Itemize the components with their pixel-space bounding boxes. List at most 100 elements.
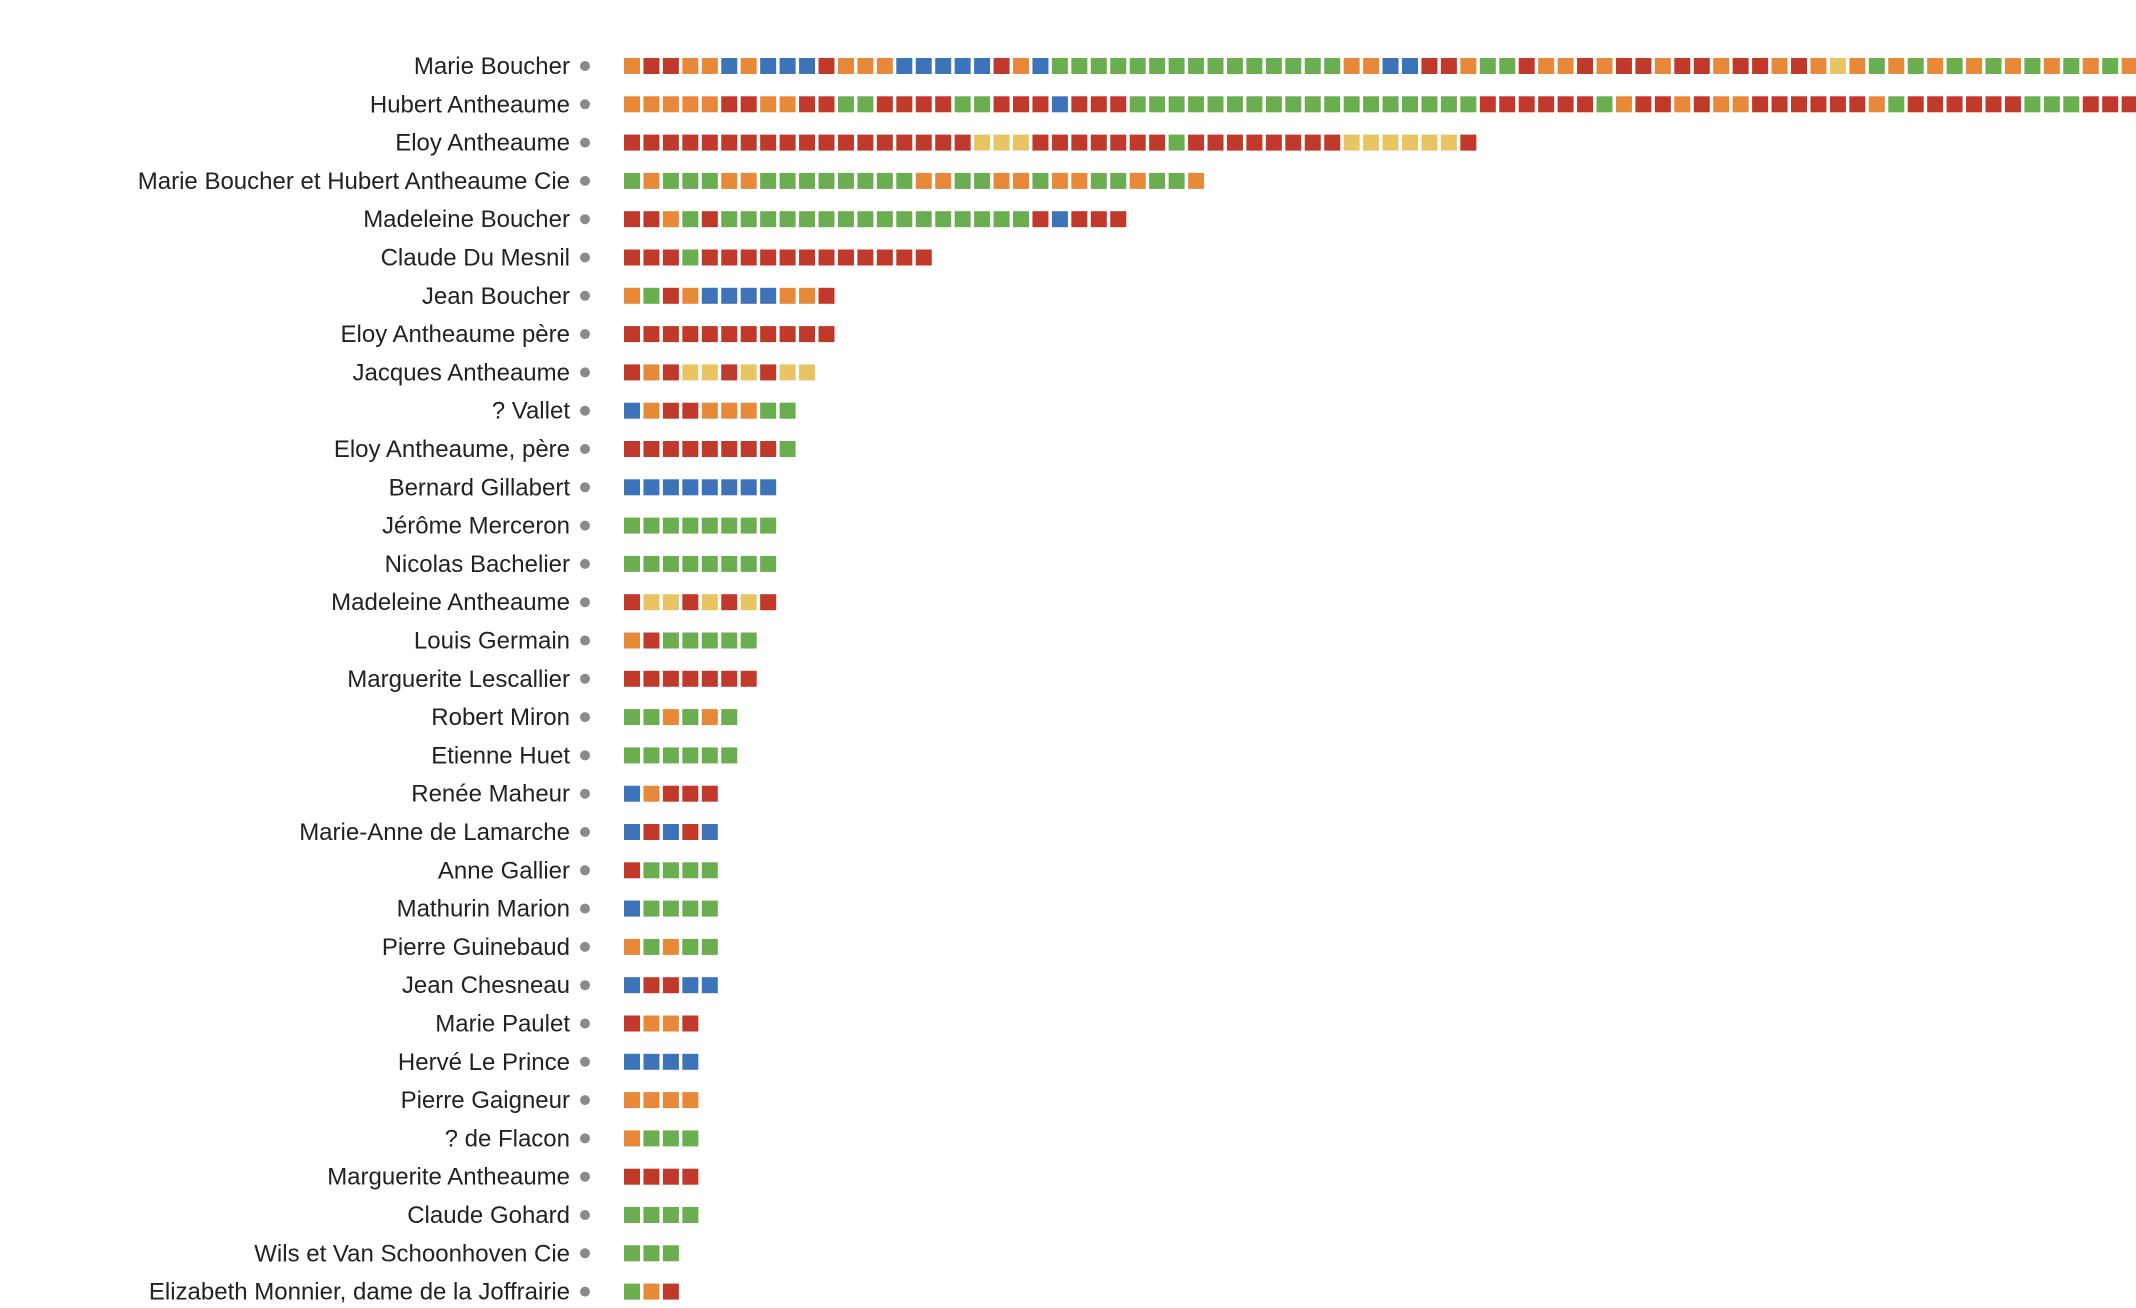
waffle-cell	[818, 172, 835, 189]
waffle-cell	[662, 1092, 679, 1109]
waffle-cell	[974, 211, 991, 228]
waffle-cell	[1868, 96, 1885, 113]
waffle-cell	[1888, 96, 1905, 113]
waffle-cell	[915, 58, 932, 74]
waffle-cell	[799, 211, 816, 228]
waffle-cell	[643, 326, 660, 343]
chart-row: Madeleine Boucher	[363, 206, 1127, 233]
waffle-cell	[1013, 58, 1029, 74]
waffle-cell	[1946, 96, 1963, 113]
waffle-cell	[876, 96, 893, 113]
waffle-cell	[662, 632, 679, 649]
waffle-cell	[779, 134, 796, 151]
waffle-cell	[643, 1015, 660, 1032]
waffle-cell	[682, 326, 699, 343]
waffle-cell	[1149, 134, 1166, 151]
waffle-cell	[682, 96, 699, 113]
waffle-cell	[1110, 134, 1127, 151]
waffle-cell	[721, 211, 738, 228]
waffle-cell	[1110, 211, 1127, 228]
waffle-cell	[643, 862, 660, 879]
waffle-cell	[662, 938, 679, 955]
waffle-cell	[1985, 58, 2002, 74]
waffle-cell	[643, 1130, 660, 1147]
waffle-cell	[818, 96, 835, 113]
waffle-cell	[682, 364, 699, 381]
waffle-cell	[760, 441, 777, 457]
waffle-cell	[662, 670, 679, 687]
waffle-cell	[1110, 96, 1127, 113]
waffle-cell	[760, 594, 777, 611]
waffle-cell	[760, 326, 777, 343]
row-label: Pierre Guinebaud	[382, 934, 570, 961]
waffle-cell	[1207, 96, 1224, 113]
waffle-cell	[624, 594, 640, 611]
waffle-cell	[1654, 58, 1671, 74]
chart-row: Marie Boucher et Hubert Antheaume Cie	[138, 168, 1205, 195]
waffle-cell	[624, 632, 640, 649]
chart-row: ? Vallet	[492, 398, 796, 425]
waffle-cell	[1518, 96, 1535, 113]
waffle-cell	[682, 632, 699, 649]
chart-row: Jérôme Merceron	[382, 513, 777, 540]
waffle-cell	[1110, 172, 1127, 189]
waffle-cell	[818, 249, 835, 266]
waffle-cell	[1849, 96, 1866, 113]
waffle-cell	[701, 632, 718, 649]
waffle-cell	[1810, 96, 1827, 113]
waffle-cell	[1596, 96, 1613, 113]
waffle-cell	[643, 134, 660, 151]
waffle-cell	[701, 249, 718, 266]
chart-row: Louis Germain	[414, 628, 757, 655]
waffle-cell	[1868, 58, 1885, 74]
waffle-cell	[818, 287, 835, 304]
waffle-cell	[1732, 58, 1749, 74]
waffle-cell	[740, 287, 757, 304]
waffle-cell	[682, 402, 699, 419]
waffle-cell	[1226, 134, 1243, 151]
waffle-cell	[1013, 172, 1029, 189]
waffle-cell	[1499, 96, 1516, 113]
waffle-cell	[624, 326, 640, 343]
waffle-cell	[682, 824, 699, 840]
waffle-cell	[682, 555, 699, 572]
waffle-cell	[721, 172, 738, 189]
waffle-cell	[701, 402, 718, 419]
waffle-cell	[662, 1130, 679, 1147]
waffle-cell	[701, 900, 718, 917]
waffle-cell	[624, 287, 640, 304]
waffle-cell	[643, 632, 660, 649]
waffle-cell	[1402, 134, 1418, 151]
waffle-cell	[2063, 96, 2080, 113]
waffle-cell	[624, 211, 640, 228]
chart-row: Claude Du Mesnil	[381, 245, 932, 272]
waffle-cell	[857, 172, 874, 189]
waffle-cell	[1071, 172, 1088, 189]
waffle-cell	[643, 402, 660, 419]
waffle-cell	[876, 249, 893, 266]
waffle-cell	[876, 172, 893, 189]
row-dot	[580, 750, 590, 761]
row-dot	[580, 137, 590, 148]
waffle-cell	[1226, 58, 1243, 74]
waffle-cell	[1246, 96, 1263, 113]
chart-row: ? de Flacon	[445, 1125, 699, 1152]
waffle-cell	[662, 287, 679, 304]
waffle-cell	[682, 134, 699, 151]
waffle-cell	[1129, 134, 1146, 151]
waffle-cell	[721, 747, 738, 764]
row-dot	[580, 520, 590, 531]
waffle-cell	[740, 402, 757, 419]
row-dot	[580, 941, 590, 952]
waffle-cell	[799, 58, 816, 74]
waffle-cell	[643, 517, 660, 534]
waffle-cell	[837, 249, 854, 266]
waffle-cell	[1207, 134, 1224, 151]
row-label: Madeleine Antheaume	[331, 589, 570, 616]
waffle-cell	[643, 824, 660, 840]
row-dot	[580, 1286, 590, 1297]
waffle-cell	[701, 441, 718, 457]
waffle-cell	[682, 211, 699, 228]
waffle-cell	[1946, 58, 1963, 74]
